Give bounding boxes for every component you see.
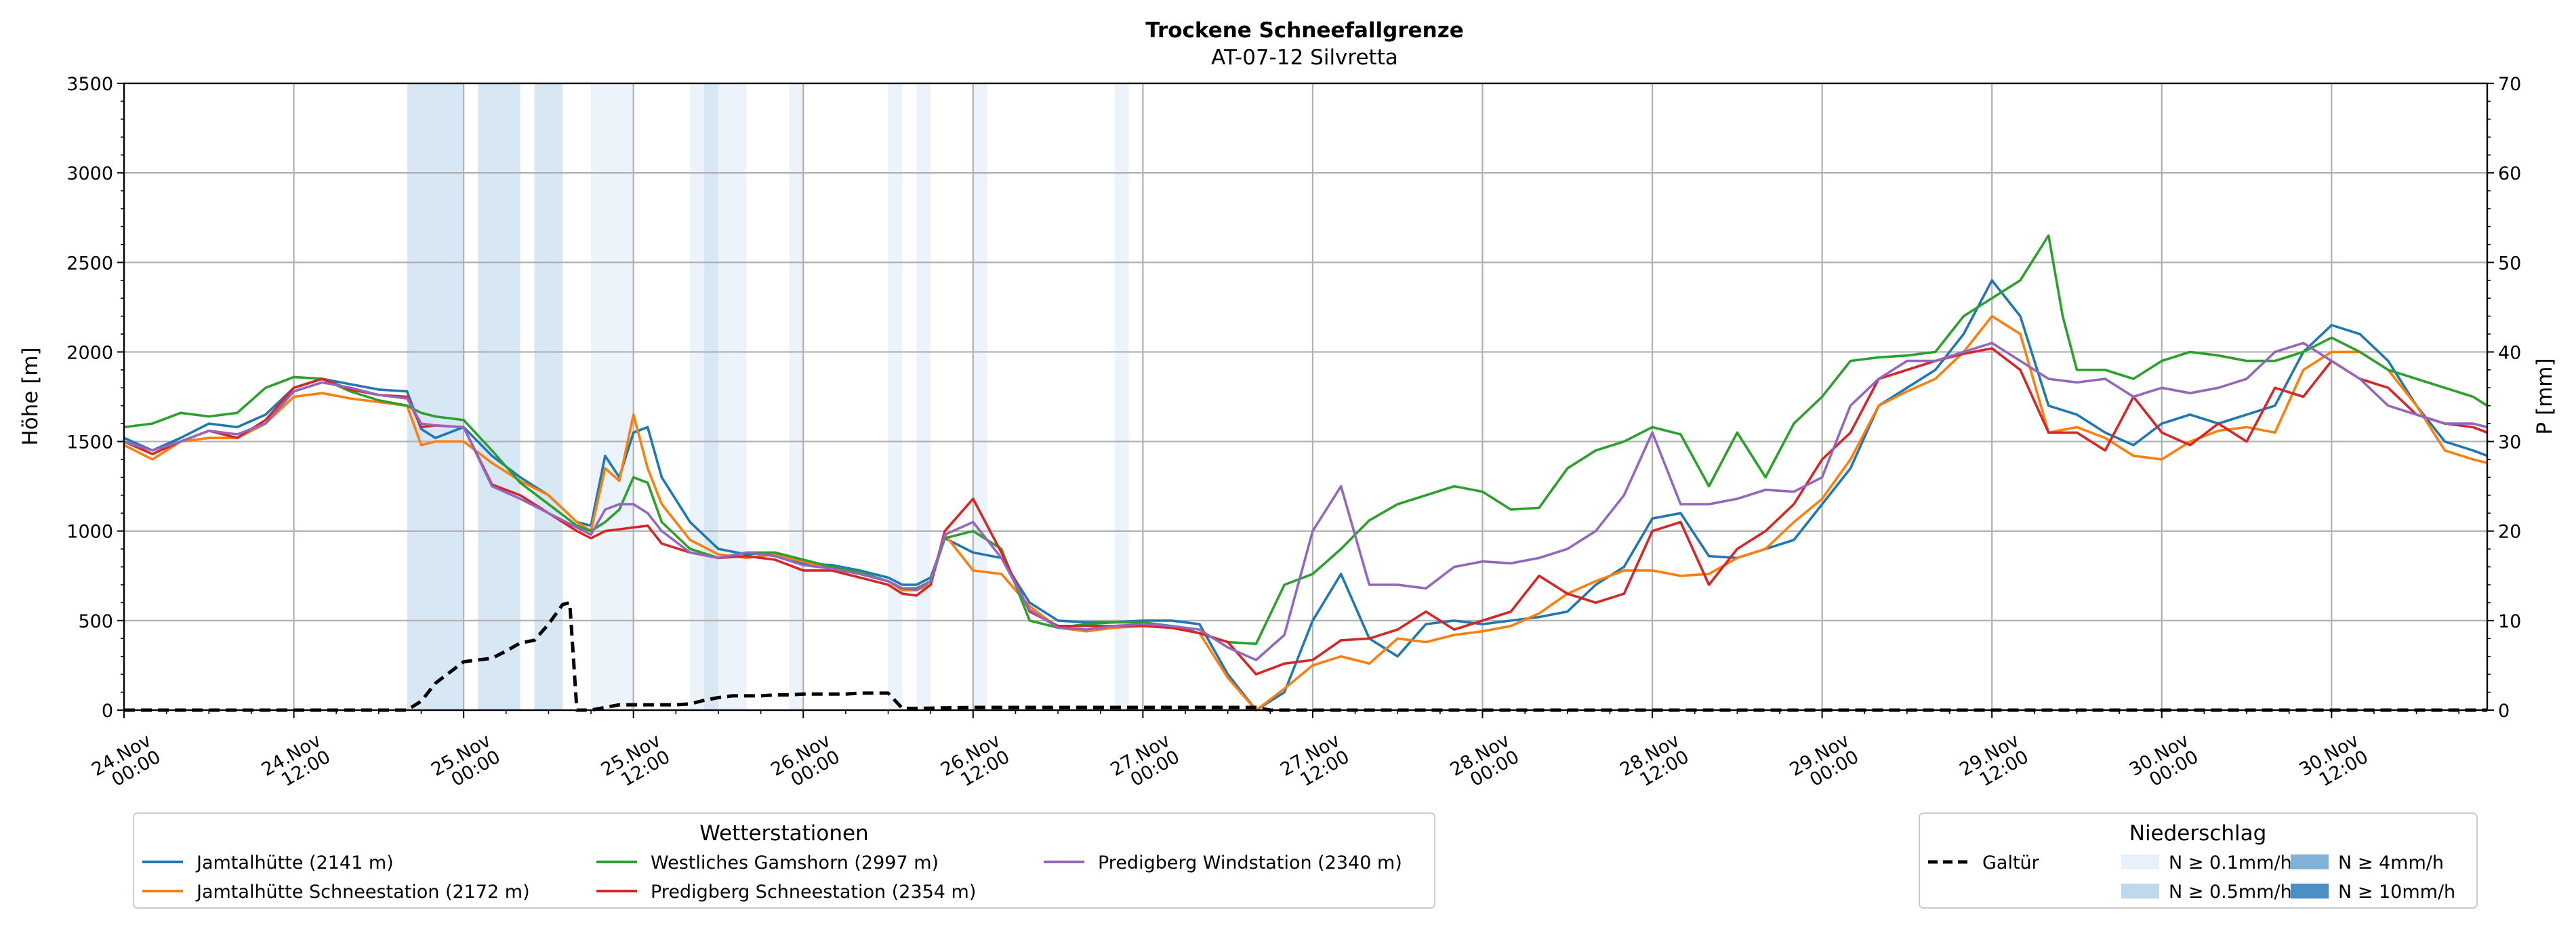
precip-band-5: [704, 83, 718, 710]
chart-title: Trockene Schneefallgrenze: [1145, 18, 1464, 43]
y-axis-left: 0 500 1000 1500 2000 2500 3000 3500: [66, 74, 124, 722]
legend-precipitation: Niederschlag Galtür N ≥ 0.1mm/h N ≥ 0.5mm…: [1919, 812, 2478, 909]
legend-label-4: Predigberg Windstation (2340 m): [1098, 852, 1402, 873]
data-series: [123, 234, 2488, 712]
x-tick-label: 30.Nov12:00: [2295, 730, 2371, 797]
legend-precip-swatch-0: [2121, 854, 2159, 869]
y2-tick-label: 10: [2498, 611, 2521, 632]
y-axis-label: Höhe [m]: [18, 347, 43, 445]
x-tick-label: 27.Nov12:00: [1277, 730, 1353, 797]
legend-precip-title: Niederschlag: [2129, 821, 2267, 846]
precip-band-10: [973, 83, 987, 710]
precip-band-3: [591, 83, 634, 710]
precipitation-bands: [407, 83, 1129, 710]
grid-lines: [124, 83, 2487, 710]
legend-stations: Wetterstationen Jamtalhütte (2141 m) Jamt…: [133, 812, 1435, 909]
y-tick-label: 1000: [66, 522, 113, 543]
y-tick-label: 1500: [66, 432, 113, 453]
precip-band-8: [888, 83, 903, 710]
y2-tick-label: 40: [2498, 342, 2521, 363]
series-line-4: [123, 342, 2488, 661]
y2-tick-label: 70: [2498, 74, 2521, 95]
series-line-2: [123, 234, 2488, 646]
series-line-0: [123, 278, 2488, 711]
y2-tick-label: 20: [2498, 522, 2521, 543]
precip-band-11: [1114, 83, 1129, 710]
legend-precip-swatch-2: [2291, 854, 2329, 869]
x-tick-label: 30.Nov00:00: [2126, 730, 2202, 797]
precip-band-7: [789, 83, 804, 710]
y2-tick-label: 0: [2498, 701, 2510, 722]
legend-label-0: Jamtalhütte (2141 m): [195, 852, 394, 873]
legend-label-2: Westliches Gamshorn (2997 m): [651, 852, 939, 873]
precip-band-2: [534, 83, 563, 710]
series-line-5: [124, 600, 2487, 712]
precip-band-1: [478, 83, 520, 710]
x-tick-label: 25.Nov12:00: [598, 730, 674, 797]
x-tick-label: 27.Nov00:00: [1107, 730, 1183, 797]
y2-tick-label: 30: [2498, 432, 2521, 453]
legend-precip-label-1: N ≥ 0.5mm/h: [2169, 882, 2292, 903]
legend-stations-title: Wetterstationen: [699, 821, 868, 846]
precip-band-4: [690, 83, 705, 710]
y2-tick-label: 50: [2498, 253, 2521, 274]
y-axis-right: 0 10 20 30 40 50 60 70: [2487, 74, 2521, 722]
x-tick-label: 28.Nov12:00: [1616, 730, 1692, 797]
x-tick-label: 24.Nov00:00: [88, 730, 164, 797]
x-tick-label: 24.Nov12:00: [258, 730, 334, 797]
legend-precip-swatch-1: [2121, 884, 2159, 899]
legend-precip-label-3: N ≥ 10mm/h: [2338, 882, 2455, 903]
x-axis: 24.Nov00:00 24.Nov12:00 25.Nov00:00 25.Nov1…: [88, 710, 2460, 797]
y-tick-label: 3000: [66, 163, 113, 184]
chart-subtitle: AT-07-12 Silvretta: [1211, 45, 1398, 70]
y2-axis-label: P [mm]: [2533, 358, 2557, 434]
x-tick-label: 25.Nov00:00: [428, 730, 504, 797]
y-tick-label: 500: [78, 611, 113, 632]
legend-precip-swatch-3: [2291, 884, 2329, 899]
y-tick-label: 0: [102, 701, 113, 722]
x-tick-label: 28.Nov00:00: [1447, 730, 1523, 797]
plot-frame: [123, 82, 2489, 711]
precip-band-9: [916, 83, 931, 710]
legend-precip-label-2: N ≥ 4mm/h: [2338, 852, 2444, 873]
x-tick-label: 29.Nov12:00: [1956, 730, 2032, 797]
precip-band-6: [718, 83, 747, 710]
y-tick-label: 2000: [66, 342, 113, 363]
legend-galtur-label: Galtür: [1982, 852, 2040, 873]
x-tick-label: 26.Nov00:00: [767, 730, 843, 797]
legend-label-3: Predigberg Schneestation (2354 m): [651, 882, 976, 903]
x-tick-label: 26.Nov12:00: [937, 730, 1013, 797]
y-tick-label: 3500: [66, 74, 113, 95]
legend-label-1: Jamtalhütte Schneestation (2172 m): [195, 882, 530, 903]
precip-band-0: [407, 83, 464, 710]
x-tick-label: 29.Nov00:00: [1786, 730, 1862, 797]
y2-tick-label: 60: [2498, 163, 2521, 184]
series-line-3: [123, 347, 2488, 676]
y-tick-label: 2500: [66, 253, 113, 274]
legend-precip-label-0: N ≥ 0.1mm/h: [2169, 852, 2292, 873]
